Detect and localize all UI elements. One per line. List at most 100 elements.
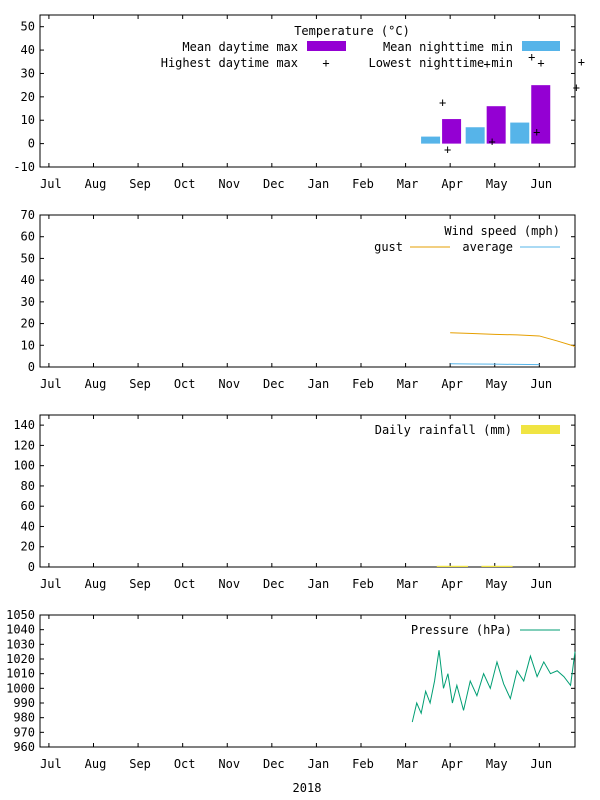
rain-bar: [481, 565, 513, 567]
x-tick-label: Dec: [263, 757, 285, 771]
x-tick-label: May: [486, 757, 508, 771]
x-tick-label: Sep: [129, 757, 151, 771]
x-tick-label: Feb: [352, 577, 374, 591]
x-tick-label: Sep: [129, 377, 151, 391]
wind-plot-frame: [39, 214, 576, 368]
y-tick-label: 50: [21, 251, 35, 265]
temperature-title: Temperature (°C): [294, 24, 410, 38]
pressure-x-axis: Jul Aug Sep Oct Nov Dec Jan Feb Mar Apr May Jun: [40, 615, 552, 771]
marker-highest: +: [439, 96, 446, 110]
x-tick-label: Aug: [85, 177, 107, 191]
y-tick-label: 70: [21, 208, 35, 222]
bar-mean-max: [531, 85, 551, 144]
x-tick-label: Feb: [352, 377, 374, 391]
marker-highest: +: [484, 57, 491, 71]
x-tick-label: Apr: [441, 377, 463, 391]
y-tick-label: 20: [21, 317, 35, 331]
temperature-panel: -10 0 10 20 30 40 50 Jul Aug Sep Oct Nov Dec Jan Feb M…: [13, 14, 585, 191]
y-tick-label: 40: [21, 519, 35, 533]
x-tick-label: Aug: [85, 377, 107, 391]
rainfall-marks: [436, 565, 513, 567]
x-tick-label: Mar: [397, 377, 419, 391]
wind-title: Wind speed (mph): [444, 224, 560, 238]
wind-x-axis: Jul Aug Sep Oct Nov Dec Jan Feb Mar Apr May Jun: [40, 215, 552, 391]
legend-mean-max-swatch: [307, 41, 346, 51]
x-tick-label: Jun: [530, 577, 552, 591]
marker-lowest: +: [533, 125, 540, 139]
pressure-legend: Pressure (hPa): [411, 623, 560, 637]
legend-lowest-marker: +: [537, 56, 544, 70]
rainfall-panel: 0 20 40 60 80 100 120 140 Jul Aug Sep Oct Nov Dec Jan…: [13, 414, 576, 591]
wind-marks: [450, 332, 576, 366]
legend-highest-label: Highest daytime max: [161, 56, 298, 70]
marker-lowest: +: [578, 55, 585, 69]
y-tick-label: 50: [21, 20, 35, 34]
wind-legend: Wind speed (mph) gust average: [374, 224, 560, 254]
legend-lowest-label: Lowest nighttime min: [369, 56, 514, 70]
y-tick-label: 1030: [6, 637, 35, 651]
rainfall-x-axis: Jul Aug Sep Oct Nov Dec Jan Feb Mar Apr May Jun: [40, 415, 552, 591]
y-tick-label: 20: [21, 90, 35, 104]
pressure-marks: [411, 650, 576, 723]
bar-mean-max: [486, 106, 506, 144]
x-tick-label: May: [486, 177, 508, 191]
x-tick-label: Sep: [129, 177, 151, 191]
x-tick-label: Oct: [174, 577, 196, 591]
y-tick-label: 1050: [6, 608, 35, 622]
rainfall-legend: Daily rainfall (mm): [375, 423, 560, 437]
x-tick-label: Jul: [40, 757, 62, 771]
legend-highest-marker: +: [322, 56, 329, 70]
y-tick-label: 10: [21, 338, 35, 352]
pressure-title: Pressure (hPa): [411, 623, 512, 637]
bar-mean-min: [465, 127, 485, 144]
legend-rain-swatch: [521, 425, 560, 434]
temperature-legend: Temperature (°C) Mean daytime max Mean n…: [161, 24, 560, 70]
x-tick-label: Jul: [40, 377, 62, 391]
x-tick-label: Nov: [218, 757, 240, 771]
bar-mean-max: [442, 119, 462, 144]
marker-highest: +: [528, 50, 535, 64]
x-tick-label: Aug: [85, 757, 107, 771]
legend-gust-label: gust: [374, 240, 403, 254]
x-tick-label: Oct: [174, 177, 196, 191]
marker-highest: +: [573, 80, 580, 94]
y-tick-label: 40: [21, 43, 35, 57]
y-tick-label: 0: [28, 560, 35, 574]
x-tick-label: Mar: [397, 757, 419, 771]
y-tick-label: 980: [13, 711, 35, 725]
x-tick-label: Apr: [441, 577, 463, 591]
legend-mean-min-label: Mean nighttime min: [383, 40, 513, 54]
x-tick-label: Nov: [218, 377, 240, 391]
y-tick-label: -10: [13, 160, 35, 174]
y-tick-label: 120: [13, 438, 35, 452]
x-axis-year-label: 2018: [293, 781, 322, 795]
x-tick-label: Mar: [397, 177, 419, 191]
y-tick-label: 60: [21, 230, 35, 244]
x-tick-label: Feb: [352, 177, 374, 191]
pressure-plot-frame: [39, 614, 576, 748]
x-tick-label: Jan: [308, 757, 330, 771]
x-tick-label: Dec: [263, 177, 285, 191]
rainfall-y-axis: 0 20 40 60 80 100 120 140: [13, 418, 575, 574]
temperature-x-axis: Jul Aug Sep Oct Nov Dec Jan Feb Mar Apr May Jun: [40, 15, 552, 191]
y-tick-label: 0: [28, 360, 35, 374]
rain-bar: [436, 565, 468, 567]
wind-y-axis: 0 10 20 30 40 50 60 70: [21, 208, 575, 374]
x-tick-label: Oct: [174, 377, 196, 391]
bar-mean-min: [421, 136, 441, 144]
x-tick-label: Jun: [530, 177, 552, 191]
y-tick-label: 60: [21, 499, 35, 513]
x-tick-label: Apr: [441, 177, 463, 191]
rainfall-title: Daily rainfall (mm): [375, 423, 512, 437]
legend-mean-max-label: Mean daytime max: [182, 40, 298, 54]
y-tick-label: 1040: [6, 623, 35, 637]
x-tick-label: Oct: [174, 757, 196, 771]
x-tick-label: Nov: [218, 177, 240, 191]
temperature-y-axis: -10 0 10 20 30 40 50: [13, 20, 575, 174]
x-tick-label: Jun: [530, 377, 552, 391]
legend-mean-min-swatch: [522, 41, 560, 51]
x-tick-label: Mar: [397, 577, 419, 591]
